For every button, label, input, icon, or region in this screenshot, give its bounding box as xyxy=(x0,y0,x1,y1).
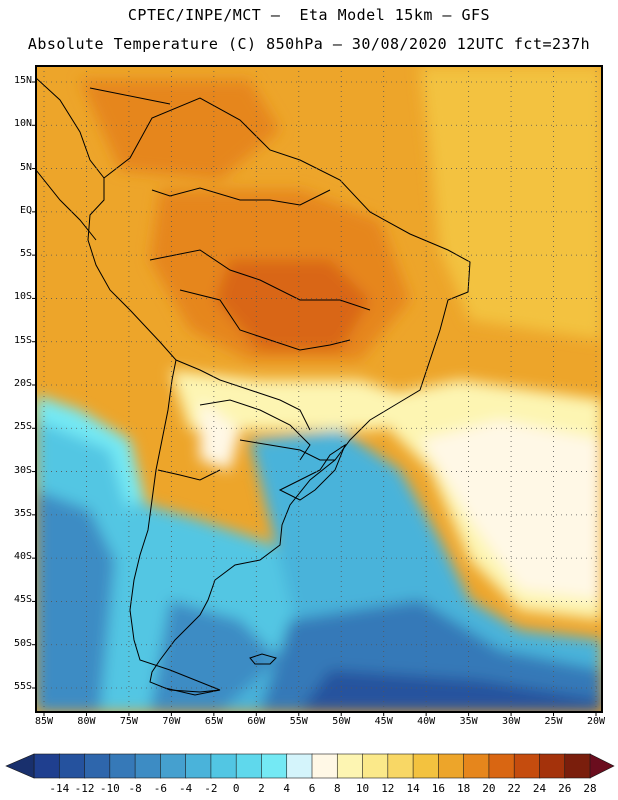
colorbar-label: 26 xyxy=(558,782,572,795)
colorbar-left-arrow xyxy=(5,753,35,779)
colorbar-label: 10 xyxy=(355,782,370,795)
temperature-field xyxy=(36,66,602,712)
latitude-label: 40S xyxy=(13,551,32,563)
latitude-label: 15N xyxy=(13,75,32,86)
colorbar-swatch xyxy=(412,753,440,779)
latitude-label: 50S xyxy=(13,637,32,649)
latitude-label: EQ xyxy=(19,204,32,216)
colorbar-label: -4 xyxy=(179,782,193,795)
colorbar-swatch xyxy=(463,753,490,779)
longitude-label: 30W xyxy=(502,716,521,727)
colorbar-swatch xyxy=(210,753,237,779)
colorbar-swatch xyxy=(311,753,339,779)
colorbar-swatch xyxy=(387,753,414,779)
colorbar-label: 14 xyxy=(406,782,420,795)
latitude-label: 55S xyxy=(13,681,32,692)
colorbar-swatch xyxy=(564,753,591,779)
longitude-label: 70W xyxy=(162,716,181,727)
colorbar-label: 20 xyxy=(482,782,496,795)
colorbar-swatch xyxy=(362,753,389,779)
colorbar-swatch xyxy=(58,753,86,779)
colorbar-swatch xyxy=(336,753,364,779)
colorbar-swatch xyxy=(235,753,263,779)
colorbar-swatch xyxy=(488,753,515,779)
colorbar-label: 16 xyxy=(431,782,445,795)
colorbar-right-arrow xyxy=(589,753,615,779)
colorbar-swatch xyxy=(33,753,61,779)
colorbar-label: 4 xyxy=(283,782,291,795)
latitude-label: 35S xyxy=(13,507,32,519)
latitude-label: 30S xyxy=(13,464,32,476)
latitude-label: 5N xyxy=(19,161,32,173)
colorbar-label: 22 xyxy=(507,782,521,795)
longitude-label: 45W xyxy=(374,716,393,727)
latitude-label: 15S xyxy=(13,334,32,346)
colorbar-label: 24 xyxy=(532,782,547,795)
latitude-label: 10S xyxy=(13,291,32,303)
latitude-label: 5S xyxy=(19,248,32,260)
title-line-1: CPTEC/INPE/MCT – Eta Model 15km – GFS xyxy=(127,6,491,24)
colorbar-label: 18 xyxy=(457,782,471,795)
colorbar-label: 28 xyxy=(583,782,597,795)
colorbar-label: -6 xyxy=(153,782,167,795)
colorbar-swatch xyxy=(84,753,111,779)
longitude-label: 65W xyxy=(204,716,223,727)
colorbar-label: -14 xyxy=(49,782,70,795)
colorbar-swatch xyxy=(261,753,288,779)
colorbar-label: 2 xyxy=(258,782,265,795)
colorbar-label: 8 xyxy=(333,782,341,795)
colorbar-label: -12 xyxy=(74,782,95,795)
colorbar-label: -10 xyxy=(99,782,120,795)
colorbar-label: 12 xyxy=(381,782,395,795)
longitude-label: 40W xyxy=(417,716,436,727)
longitude-label: 60W xyxy=(247,716,266,727)
colorbar-swatch xyxy=(109,753,136,779)
latitude-label: 10N xyxy=(13,118,32,130)
coastlines xyxy=(36,77,471,696)
colorbar-label: -2 xyxy=(204,782,218,795)
colorbar-label: 0 xyxy=(232,782,240,795)
colorbar-label: -8 xyxy=(128,782,142,795)
map-frame xyxy=(35,65,603,713)
colorbar-swatch xyxy=(160,753,187,779)
longitude-label: 50W xyxy=(332,716,351,727)
longitude-label: 25W xyxy=(544,716,563,727)
colorbar-swatch xyxy=(185,753,212,779)
longitude-label: 55W xyxy=(289,716,308,727)
colorbar-label: 6 xyxy=(308,782,316,795)
longitude-label: 75W xyxy=(119,716,138,727)
colorbar xyxy=(5,753,615,779)
latitude-label: 25S xyxy=(13,421,32,433)
longitude-label: 20W xyxy=(586,716,606,727)
colorbar-swatch xyxy=(438,753,465,779)
longitude-label: 80W xyxy=(77,716,96,727)
colorbar-swatch xyxy=(286,753,313,779)
axis-ticks xyxy=(32,81,597,716)
latitude-label: 20S xyxy=(13,378,32,389)
title-line-2: Absolute Temperature (C) 850hPa – 30/08/… xyxy=(27,35,591,53)
colorbar-swatch xyxy=(513,753,541,779)
colorbar-swatch xyxy=(134,753,162,779)
longitude-label: 35W xyxy=(459,716,478,727)
colorbar-swatch xyxy=(539,753,566,779)
latitude-label: 45S xyxy=(13,594,32,606)
longitude-label: 85W xyxy=(34,716,54,727)
